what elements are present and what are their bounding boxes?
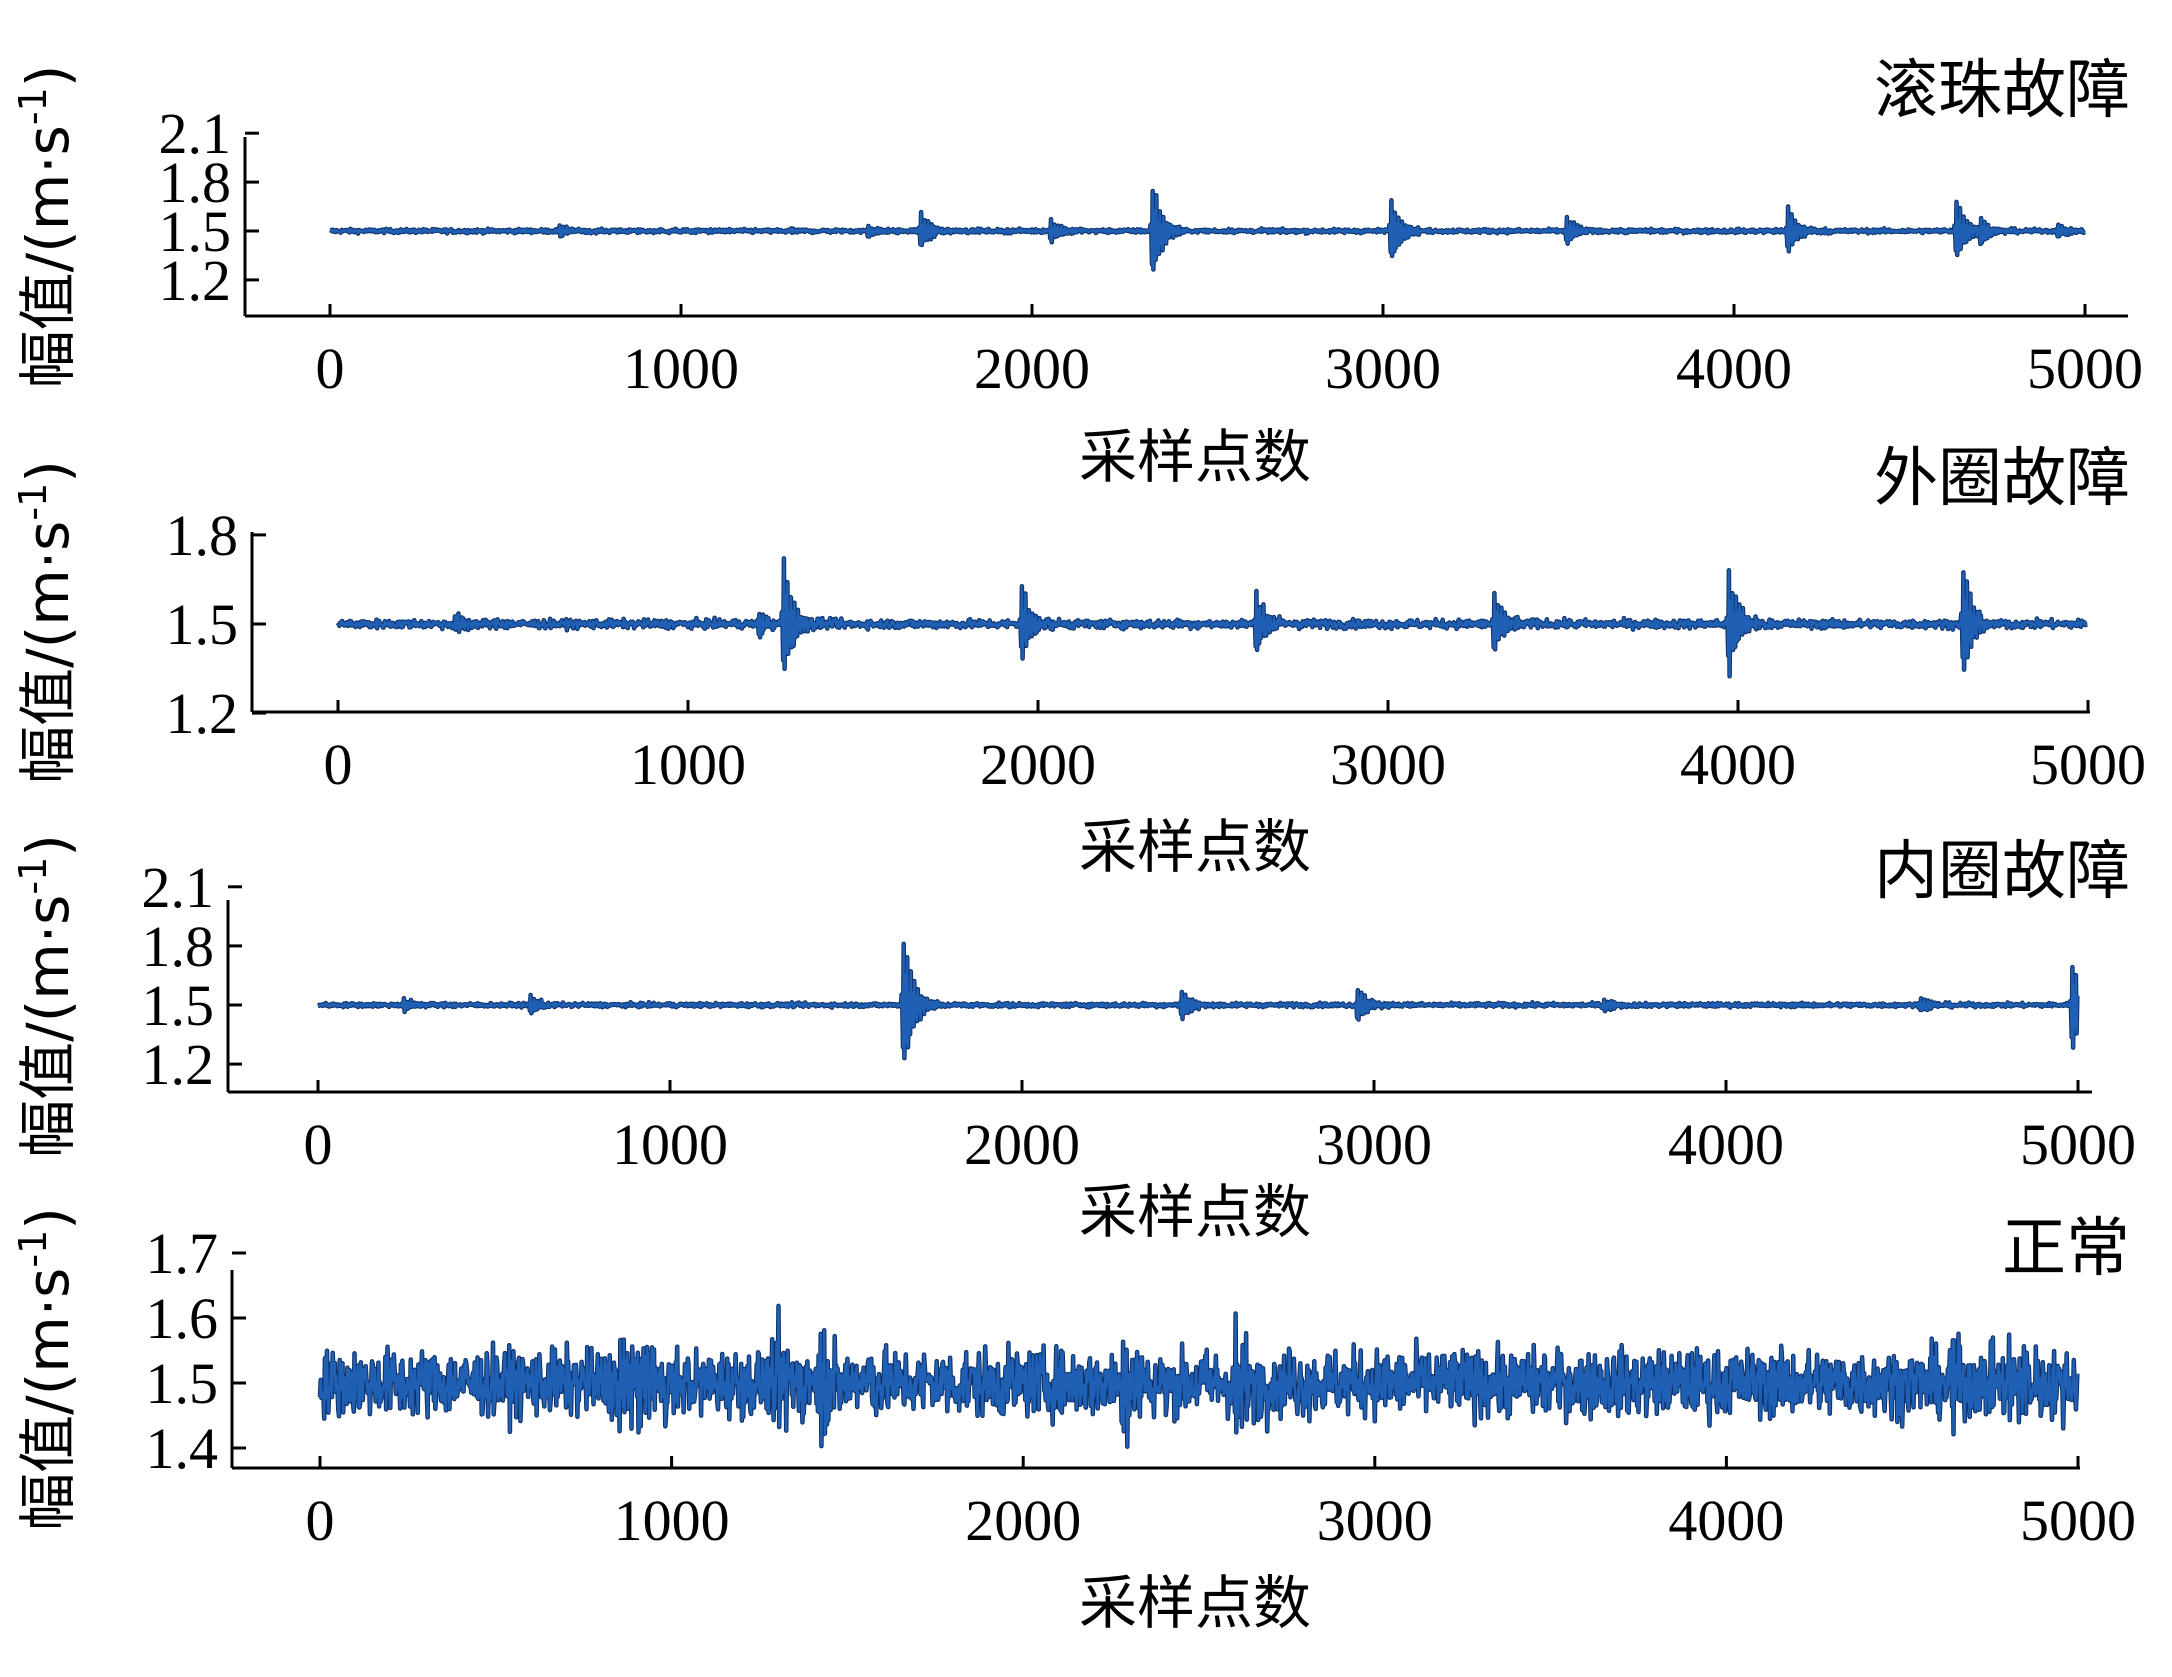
y-tick-label: 1.8 <box>166 503 239 568</box>
x-tick-label: 3000 <box>1330 732 1446 797</box>
y-tick-label: 1.5 <box>159 199 232 264</box>
y-tick-label: 1.8 <box>142 914 215 979</box>
y-tick-label: 1.2 <box>166 681 239 746</box>
x-tick-label: 3000 <box>1316 1112 1432 1177</box>
x-tick-label: 5000 <box>2020 1488 2136 1553</box>
y-tick-label: 1.2 <box>142 1032 215 1097</box>
signal-line <box>317 942 2079 1060</box>
y-tick-label: 2.1 <box>159 101 232 166</box>
panel-4: 正常 幅值/(m·s-1) 1.41.51.61.7 0 1000 2000 3000 400… <box>11 1207 2136 1637</box>
y-tick-label: 2.1 <box>142 855 215 920</box>
x-tick-label: 1000 <box>612 1112 728 1177</box>
panel-3: 内圈故障 幅值/(m·s-1) 1.21.51.82.1 0 1000 2000 3000 4… <box>11 834 2136 1246</box>
x-tick-label: 4000 <box>1668 1488 1784 1553</box>
x-tick-label: 0 <box>306 1488 335 1553</box>
panel-title: 正常 <box>2002 1212 2130 1286</box>
y-axis-label: 幅值/(m·s-1) <box>11 460 82 784</box>
x-tick-label: 1000 <box>623 336 739 401</box>
x-tick-label: 5000 <box>2020 1112 2136 1177</box>
x-tick-label: 0 <box>316 336 345 401</box>
x-tick-label: 4000 <box>1668 1112 1784 1177</box>
panel-title: 内圈故障 <box>1874 835 2130 909</box>
x-tick-label: 0 <box>304 1112 333 1177</box>
x-tick-label: 1000 <box>614 1488 730 1553</box>
x-tick-label: 2000 <box>980 732 1096 797</box>
y-tick-label: 1.5 <box>146 1351 219 1416</box>
y-axis-label: 幅值/(m·s-1) <box>11 1207 82 1531</box>
signal-line <box>336 557 2088 678</box>
signal-line <box>329 189 2086 271</box>
signal-line-outline <box>336 556 2089 679</box>
y-tick-label: 1.2 <box>159 248 232 313</box>
x-axis-label: 采样点数 <box>1079 813 1311 881</box>
y-axis-label: 幅值/(m·s-1) <box>11 834 82 1158</box>
x-tick-label: 0 <box>324 732 353 797</box>
x-tick-label: 5000 <box>2027 336 2143 401</box>
x-tick-label: 1000 <box>630 732 746 797</box>
y-tick-label: 1.4 <box>146 1416 219 1481</box>
x-tick-label: 4000 <box>1680 732 1796 797</box>
signal-line <box>318 1304 2079 1448</box>
panel-title: 外圈故障 <box>1874 442 2130 516</box>
x-tick-label: 4000 <box>1676 336 1792 401</box>
x-tick-label: 5000 <box>2030 732 2146 797</box>
x-axis-label: 采样点数 <box>1079 1178 1311 1246</box>
y-tick-label: 1.6 <box>146 1286 219 1351</box>
y-tick-label: 1.5 <box>142 973 215 1038</box>
y-tick-label: 1.7 <box>146 1221 219 1286</box>
y-axis-label: 幅值/(m·s-1) <box>11 65 82 389</box>
x-tick-label: 3000 <box>1325 336 1441 401</box>
x-tick-label: 2000 <box>974 336 1090 401</box>
panel-1: 滚珠故障 幅值/(m·s-1) 1.21.51.82.1 0 1000 2000 3000 4… <box>11 54 2143 491</box>
x-tick-label: 2000 <box>965 1488 1081 1553</box>
x-tick-label: 3000 <box>1317 1488 1433 1553</box>
panel-title: 滚珠故障 <box>1874 54 2130 128</box>
y-tick-label: 1.5 <box>166 592 239 657</box>
x-tick-label: 2000 <box>964 1112 1080 1177</box>
signal-line-outline <box>316 941 2080 1061</box>
x-axis-label: 采样点数 <box>1079 1569 1311 1637</box>
panel-2: 外圈故障 幅值/(m·s-1) 1.2 1.5 1.8 0 1000 2000 3000 4000… <box>11 442 2146 881</box>
y-tick-label: 1.8 <box>159 150 232 215</box>
x-axis-label: 采样点数 <box>1079 423 1311 491</box>
